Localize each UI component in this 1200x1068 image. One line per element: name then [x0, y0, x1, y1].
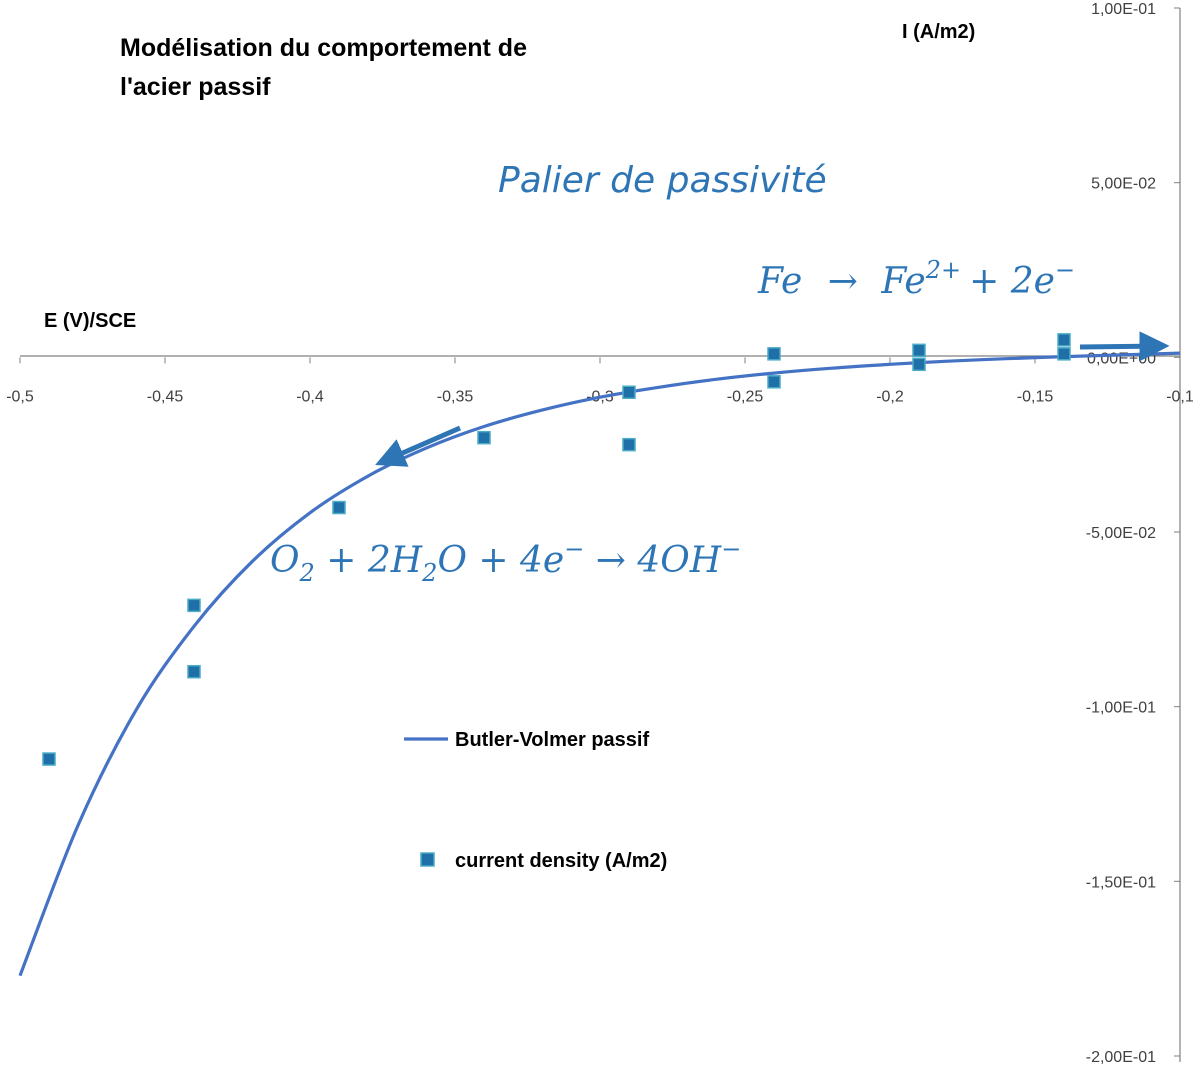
y-tick-label: 5,00E-02	[1091, 176, 1156, 193]
data-point-marker	[1057, 333, 1071, 347]
y-axis-title: I (A/m2)	[902, 21, 975, 43]
legend: Butler-Volmer passif current density (A/…	[404, 729, 667, 872]
y-tick-label: -2,00E-01	[1086, 1049, 1156, 1066]
anodic-reaction-annotation: Fe → Fe2+ + 2e−	[757, 256, 1075, 302]
legend-label-butler-volmer: Butler-Volmer passif	[455, 729, 649, 751]
chart-title-line-2: l'acier passif	[120, 73, 271, 101]
data-point-marker	[477, 430, 491, 445]
data-point-marker	[1057, 347, 1071, 361]
y-tick-label: 1,00E-01	[1091, 1, 1156, 18]
y-tick-label: -1,50E-01	[1086, 874, 1156, 891]
x-axis-title: E (V)/SCE	[44, 310, 136, 332]
data-point-marker	[912, 343, 926, 358]
cathodic-reaction-annotation: O2 + 2H2O + 4e− → 4OH−	[270, 535, 741, 587]
y-axis-ticks: 1,00E-015,00E-020,00E+00-5,00E-02-1,00E-…	[1086, 1, 1180, 1066]
y-tick-label: -5,00E-02	[1086, 525, 1156, 542]
legend-label-current-density: current density (A/m2)	[455, 850, 667, 872]
data-point-marker	[912, 357, 926, 372]
x-tick-label: -0,4	[296, 388, 324, 405]
x-tick-label: -0,2	[876, 388, 904, 405]
data-point-marker	[767, 347, 781, 361]
series-line-butler-volmer	[18, 351, 1181, 977]
anodic-arrow	[1079, 331, 1170, 362]
data-point-marker	[42, 752, 56, 766]
legend-swatch-marker	[420, 852, 435, 867]
x-tick-label: -0,45	[147, 388, 184, 405]
cathodic-arrow	[375, 425, 461, 467]
chart-title-line-1: Modélisation du comportement de	[120, 34, 527, 62]
data-point-marker	[767, 375, 781, 389]
data-point-marker	[332, 500, 346, 515]
data-point-marker	[622, 437, 636, 452]
data-point-marker	[622, 385, 636, 400]
plateau-annotation: Palier de passivité	[498, 160, 827, 201]
x-tick-label: -0,1	[1166, 388, 1194, 405]
data-point-marker	[187, 598, 201, 613]
x-tick-label: -0,35	[437, 388, 474, 405]
series-markers-current-density	[42, 333, 1071, 766]
x-tick-label: -0,15	[1017, 388, 1054, 405]
data-point-marker	[187, 664, 201, 679]
y-tick-label: -1,00E-01	[1086, 700, 1156, 717]
x-tick-label: -0,25	[727, 388, 764, 405]
x-tick-label: -0,5	[6, 388, 34, 405]
